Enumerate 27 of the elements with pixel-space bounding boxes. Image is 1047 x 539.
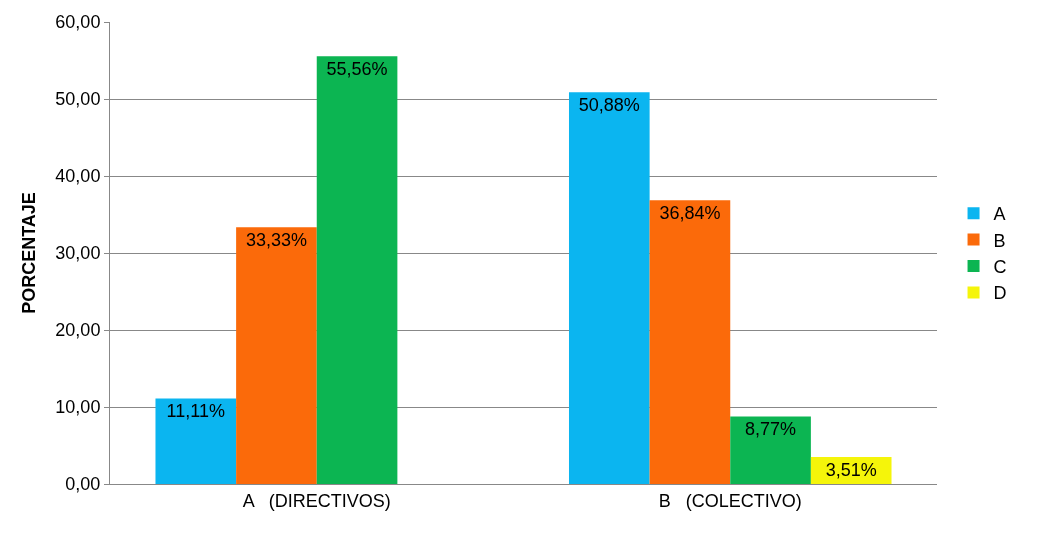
data-label: 33,33% [245, 230, 307, 251]
data-label: 50,88% [578, 95, 640, 116]
bar [730, 416, 811, 484]
y-tick-label: 20,00 [55, 320, 101, 341]
y-tick-label: 50,00 [55, 89, 101, 110]
legend-label: B [993, 230, 1006, 251]
bar [568, 92, 650, 484]
y-axis-title: PORCENTAJE [18, 192, 39, 314]
y-tick-label: 40,00 [55, 166, 101, 187]
bar [155, 398, 237, 484]
data-label: 8,77% [745, 419, 797, 440]
bar [649, 200, 731, 484]
y-tick-label: 0,00 [65, 474, 101, 495]
y-tick-label: 10,00 [55, 397, 101, 418]
y-tick-label: 60,00 [55, 12, 101, 33]
bar [316, 56, 398, 484]
bar [236, 227, 317, 484]
data-label: 36,84% [659, 203, 721, 224]
data-label: 3,51% [825, 459, 877, 480]
y-tick-label: 30,00 [55, 243, 101, 264]
data-label: 11,11% [166, 401, 225, 422]
data-label: 55,56% [326, 59, 388, 80]
legend-label: A [993, 204, 1006, 225]
x-tick-label: A (DIRECTIVOS) [242, 490, 391, 511]
legend-label: D [993, 283, 1007, 304]
x-tick-label: B (COLECTIVO) [658, 490, 802, 511]
legend-label: C [993, 257, 1007, 278]
